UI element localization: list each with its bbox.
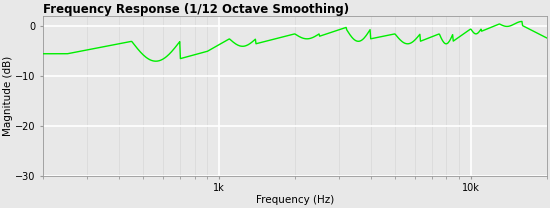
X-axis label: Frequency (Hz): Frequency (Hz)	[256, 194, 334, 204]
Y-axis label: Magnitude (dB): Magnitude (dB)	[3, 56, 13, 136]
Text: Frequency Response (1/12 Octave Smoothing): Frequency Response (1/12 Octave Smoothin…	[43, 4, 349, 16]
